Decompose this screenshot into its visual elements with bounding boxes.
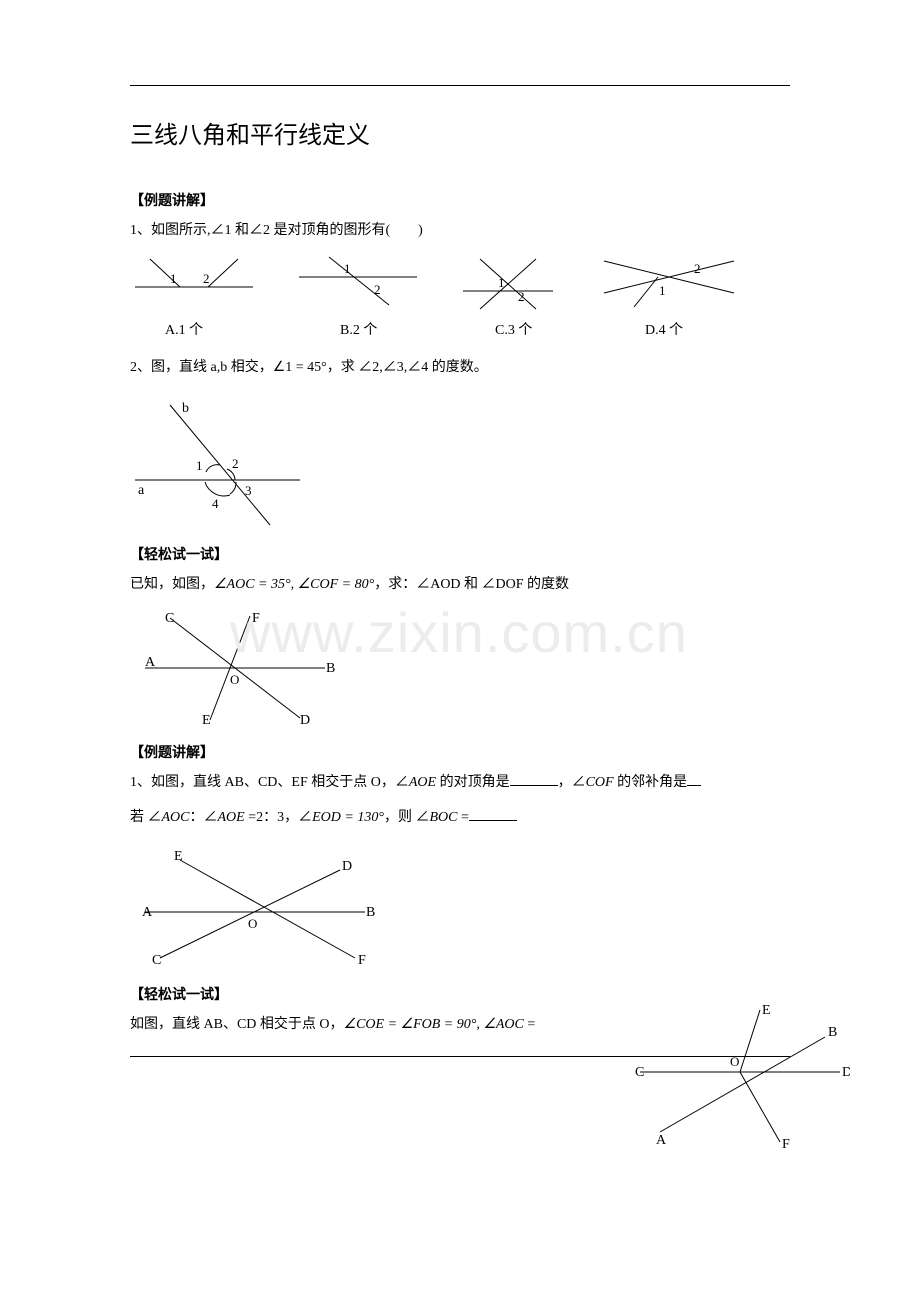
svg-text:F: F [782, 1137, 790, 1152]
svg-text:2: 2 [232, 456, 239, 471]
blank-3 [469, 807, 517, 821]
try2-figure: C D A B E F O [630, 1002, 850, 1152]
q3-cof: COF [586, 775, 614, 790]
q1-options: A.1 个 B.2 个 C.3 个 D.4 个 [130, 319, 825, 339]
q3-l2-prefix: 若 ∠ [130, 810, 162, 825]
svg-text:B: B [326, 661, 335, 676]
svg-text:F: F [358, 953, 366, 968]
q3-eod: EOD = 130° [312, 810, 384, 825]
q3-l2-a: ：∠ [190, 810, 218, 825]
q1-diagrams: 1 2 1 2 1 2 2 1 [130, 253, 825, 313]
q2-prefix: 2、图，直线 a,b 相交， [130, 360, 273, 375]
try1-suffix: ，求：∠AOD 和 ∠DOF 的度数 [374, 577, 569, 592]
q3-figure: A B C D E F O [130, 840, 825, 970]
q3-l1-mid: 的对顶角是 [436, 775, 510, 790]
section-tryit-1: 【轻松试一试】 [130, 544, 825, 564]
q3-line1: 1、如图，直线 AB、CD、EF 相交于点 O，∠AOE 的对顶角是，∠COF … [130, 770, 825, 795]
svg-text:E: E [202, 713, 211, 728]
q1-opt-a: A.1 个 [130, 319, 340, 339]
q1-opt-c: C.3 个 [495, 319, 645, 339]
q1-opt-b: B.2 个 [340, 319, 495, 339]
q3-aoe2: AOE [218, 810, 245, 825]
svg-text:A: A [142, 905, 153, 920]
svg-text:O: O [248, 916, 257, 931]
svg-text:F: F [252, 611, 260, 626]
section-tryit-2: 【轻松试一试】 [130, 984, 825, 1004]
svg-text:A: A [145, 655, 156, 670]
q3-boc: BOC [429, 810, 457, 825]
q1-opt-d: D.4 个 [645, 319, 795, 339]
q3-l2-d: = [457, 810, 468, 825]
svg-text:B: B [366, 905, 375, 920]
try2-prefix: 如图，直线 AB、CD 相交于点 O， [130, 1017, 344, 1032]
try2-eq: ∠COE = ∠FOB = 90°, ∠AOC [344, 1017, 524, 1032]
svg-text:1: 1 [170, 271, 177, 286]
q3-aoc: AOC [162, 810, 190, 825]
svg-text:3: 3 [245, 483, 252, 498]
blank-1 [510, 772, 558, 786]
q1-diagram-4: 2 1 [594, 253, 744, 311]
section-example-2: 【例题讲解】 [130, 742, 825, 762]
svg-text:4: 4 [212, 496, 219, 511]
svg-text:2: 2 [518, 289, 525, 304]
svg-text:O: O [230, 672, 239, 687]
svg-text:b: b [182, 401, 189, 416]
svg-text:1: 1 [659, 283, 666, 298]
try1-text: 已知，如图，∠AOC = 35°, ∠COF = 80°，求：∠AOD 和 ∠D… [130, 572, 825, 597]
svg-text:2: 2 [203, 271, 210, 286]
try1-prefix: 已知，如图， [130, 577, 214, 592]
svg-text:1: 1 [196, 458, 203, 473]
q3-aoe: AOE [409, 775, 436, 790]
try1-eq: ∠AOC = 35°, ∠COF = 80° [214, 577, 374, 592]
svg-text:2: 2 [374, 282, 381, 297]
q1-diagram-3: 1 2 [458, 253, 558, 313]
svg-text:D: D [842, 1065, 850, 1080]
q2-suffix: ，求 ∠2,∠3,∠4 的度数。 [327, 360, 488, 375]
svg-text:1: 1 [344, 261, 351, 276]
svg-text:1: 1 [498, 275, 505, 290]
q2-text: 2、图，直线 a,b 相交，∠1 = 45°，求 ∠2,∠3,∠4 的度数。 [130, 355, 825, 380]
q3-l1-suffix: 的邻补角是 [614, 775, 688, 790]
q1-text: 1、如图所示,∠1 和∠2 是对顶角的图形有( ) [130, 218, 825, 243]
svg-text:C: C [635, 1065, 644, 1080]
top-rule [130, 85, 790, 86]
q3-l2-b: =2：3，∠ [245, 810, 312, 825]
svg-text:C: C [152, 953, 161, 968]
q2-figure: b a 1 2 3 4 [130, 390, 825, 530]
svg-text:A: A [656, 1133, 667, 1148]
svg-text:a: a [138, 483, 145, 498]
svg-text:E: E [174, 849, 183, 864]
q3-l1-prefix: 1、如图，直线 AB、CD、EF 相交于点 O，∠ [130, 775, 409, 790]
q3-line2: 若 ∠AOC：∠AOE =2：3，∠EOD = 130°，则 ∠BOC = [130, 805, 825, 830]
try2-suffix: = [524, 1017, 535, 1032]
svg-text:C: C [165, 611, 174, 626]
svg-text:B: B [828, 1025, 837, 1040]
page-title: 三线八角和平行线定义 [130, 115, 825, 150]
q1-diagram-2: 1 2 [294, 253, 422, 311]
section-example-1: 【例题讲解】 [130, 190, 825, 210]
q3-l2-c: ，则 ∠ [384, 810, 430, 825]
svg-text:D: D [300, 713, 310, 728]
blank-2 [687, 772, 701, 786]
svg-text:O: O [730, 1054, 739, 1069]
svg-text:E: E [762, 1003, 771, 1018]
q2-eq: ∠1 = 45° [273, 360, 327, 375]
q1-diagram-1: 1 2 [130, 253, 258, 301]
q3-l1-mid2: ，∠ [558, 775, 586, 790]
svg-text:2: 2 [694, 261, 701, 276]
try1-figure: A B C D E F O [130, 608, 825, 728]
svg-text:D: D [342, 859, 352, 874]
